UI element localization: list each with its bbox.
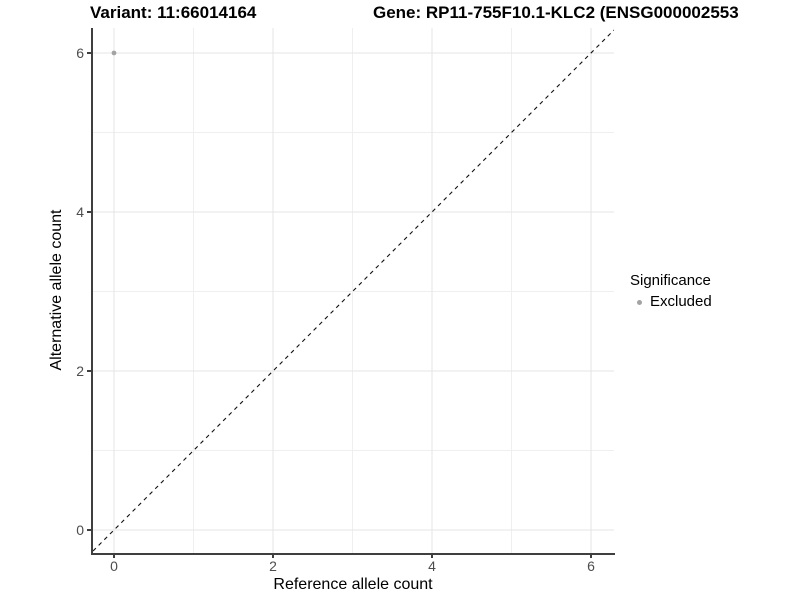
y-axis-tick xyxy=(87,51,91,54)
x-axis-line xyxy=(91,553,615,555)
excluded-point-icon xyxy=(636,299,642,305)
y-tick-label: 2 xyxy=(76,363,84,379)
y-tick-label: 6 xyxy=(76,44,84,61)
y-axis-tick xyxy=(87,210,91,213)
x-tick-label: 4 xyxy=(428,558,436,574)
x-tick-label: 6 xyxy=(587,558,595,574)
x-axis-title: Reference allele count xyxy=(273,576,433,593)
legend-key xyxy=(630,299,648,305)
data-point xyxy=(111,50,117,56)
x-axis-tick xyxy=(590,555,593,558)
identity-reference-line xyxy=(93,29,614,552)
plot-canvas xyxy=(93,28,614,553)
x-tick-label: 2 xyxy=(269,558,277,574)
y-tick-label: 4 xyxy=(76,203,84,220)
plot-panel xyxy=(93,28,614,553)
y-axis-tick xyxy=(87,370,91,372)
legend-item-excluded: Excluded xyxy=(630,293,712,311)
x-axis-tick xyxy=(112,555,115,558)
legend-title: Significance xyxy=(630,272,711,289)
y-tick-label: 0 xyxy=(76,522,84,539)
gene-title: Gene: RP11-755F10.1-KLC2 (ENSG000002553 xyxy=(373,3,739,22)
y-axis-title: Alternative allele count xyxy=(48,209,65,371)
legend-item-label: Excluded xyxy=(650,293,712,310)
y-axis-line xyxy=(91,28,93,555)
x-axis-tick xyxy=(431,555,433,558)
x-axis-tick xyxy=(272,555,274,558)
variant-title: Variant: 11:66014164 xyxy=(90,3,257,22)
legend: Significance Excluded xyxy=(630,271,712,311)
y-axis-tick xyxy=(87,529,91,532)
x-tick-label: 0 xyxy=(110,558,118,574)
